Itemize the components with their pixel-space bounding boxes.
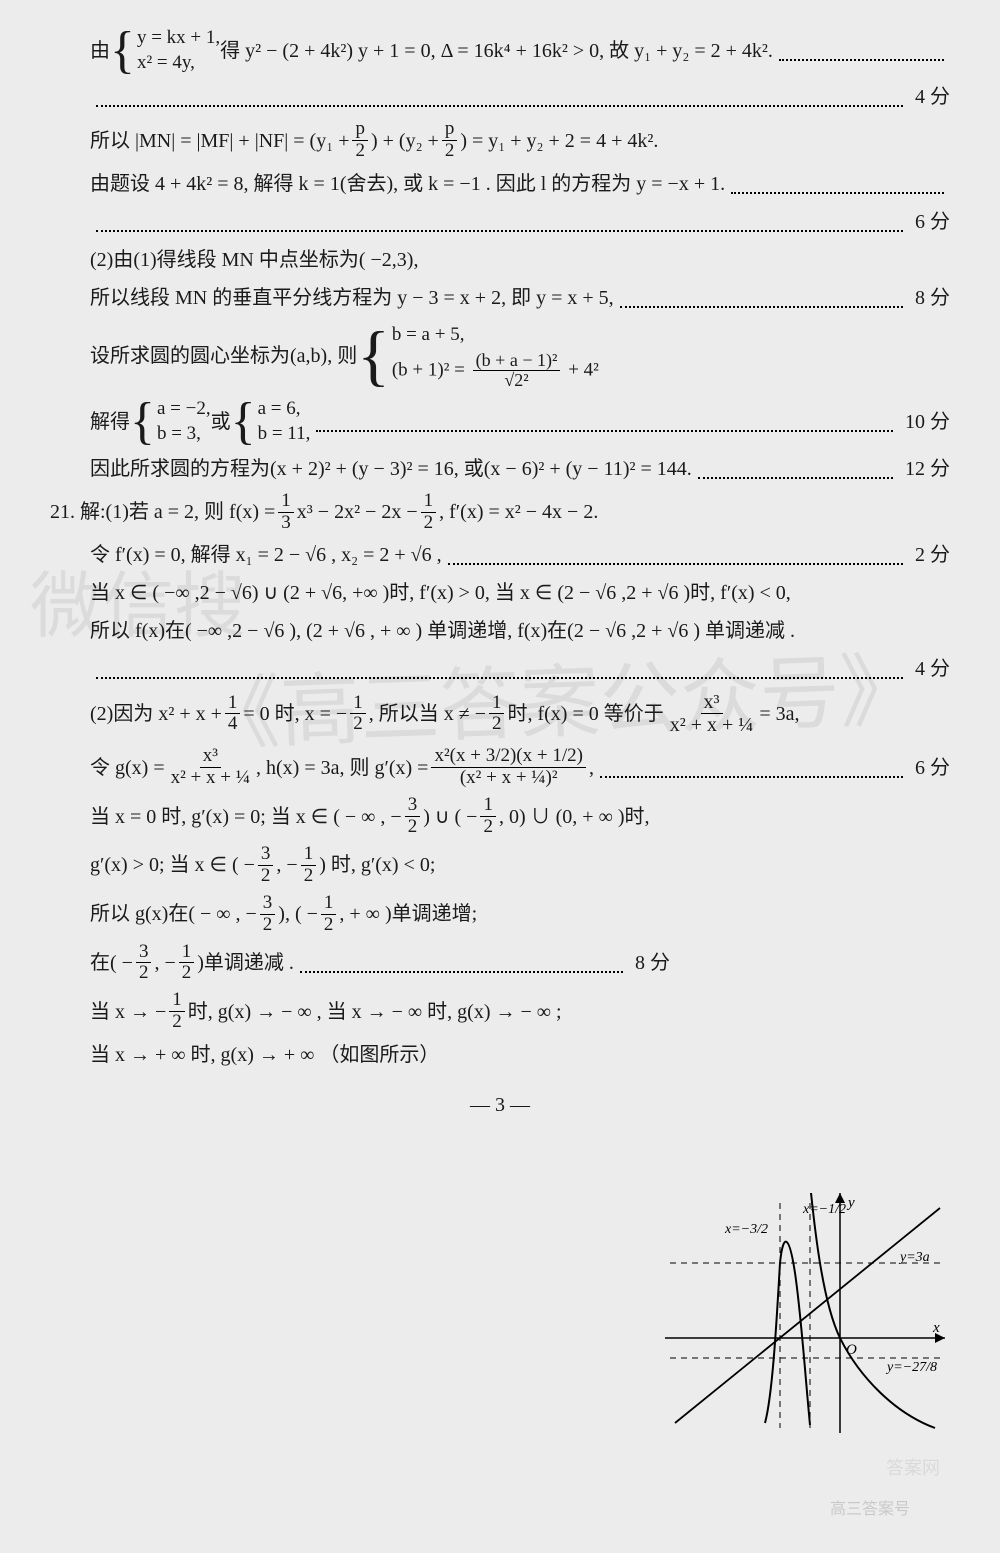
dot-leader: [316, 412, 893, 432]
score-4: 4 分: [915, 81, 950, 113]
equation-stack: b = a + 5, (b + 1)² = (b + a − 1)²√2² + …: [392, 320, 599, 391]
svg-text:y=3a: y=3a: [898, 1250, 930, 1265]
fraction: p2: [352, 119, 368, 162]
svg-text:x: x: [932, 1320, 940, 1336]
eq-line: 令 g(x) = x³x² + x + ¼ , h(x) = 3a, 则 g′(…: [50, 746, 950, 789]
text: ) = y₁ + y₂ + 2 = 4 + 4k².: [460, 125, 658, 157]
eq-line: 解得 { a = −2,b = 3, 或 { a = 6,b = 11, 10 …: [50, 397, 950, 446]
eq-top: b = a + 5,: [392, 320, 599, 350]
score-10: 10 分: [905, 406, 950, 438]
text-line: 所以线段 MN 的垂直平分线方程为 y − 3 = x + 2, 即 y = x…: [50, 282, 950, 314]
text-line: (2)由(1)得线段 MN 中点坐标为( −2,3),: [50, 244, 950, 276]
text: 由: [90, 35, 110, 67]
eq-line: 所以 f(x)在( −∞ ,2 − √6 ), (2 + √6 , + ∞ ) …: [50, 615, 950, 647]
score-line: 4 分: [50, 81, 950, 113]
dot-leader: [698, 459, 893, 479]
svg-text:x=−3/2: x=−3/2: [724, 1222, 768, 1237]
equation-stack: y = kx + 1, x² = 4y,: [137, 26, 220, 75]
equation-stack: a = −2,b = 3,: [157, 397, 211, 446]
text: 因此所求圆的方程为(x + 2)² + (y − 3)² = 16, 或(x −…: [90, 453, 692, 485]
text: 由题设 4 + 4k² = 8, 解得 k = 1(舍去), 或 k = −1 …: [90, 168, 725, 200]
dot-leader: [600, 758, 903, 778]
score-12: 12 分: [905, 453, 950, 485]
eq-line: 当 x ∈ ( −∞ ,2 − √6) ∪ (2 + √6, +∞ )时, f′…: [50, 577, 950, 609]
dot-leader: [96, 659, 903, 679]
brace-icon: {: [357, 335, 390, 376]
eq-bot: (b + 1)² = (b + a − 1)²√2² + 4²: [392, 351, 599, 392]
text: 设所求圆的圆心坐标为(a,b), 则: [90, 340, 357, 372]
watermark-account: 高三答案号: [830, 1497, 910, 1523]
svg-text:x=−1/2: x=−1/2: [802, 1202, 846, 1217]
text: 所以线段 MN 的垂直平分线方程为 y − 3 = x + 2, 即 y = x…: [90, 282, 614, 314]
watermark-site: 答案网: [886, 1454, 940, 1483]
text: 所以 |MN| = |MF| + |NF| = (y₁ +: [90, 125, 349, 157]
score-4: 4 分: [915, 653, 950, 685]
eq-system-line: 由 { y = kx + 1, x² = 4y, 得 y² − (2 + 4k²…: [50, 26, 950, 75]
dot-leader: [620, 288, 903, 308]
dot-leader: [96, 87, 903, 107]
eq-top: y = kx + 1,: [137, 26, 220, 51]
text: , f′(x) = x² − 4x − 2.: [439, 496, 598, 528]
eq-line: (2)因为 x² + x + 14 = 0 时, x = − 12 , 所以当 …: [50, 691, 950, 736]
eq-line: 由题设 4 + 4k² = 8, 解得 k = 1(舍去), 或 k = −1 …: [50, 168, 950, 200]
text: 或: [211, 406, 231, 438]
dot-leader: [448, 545, 903, 565]
dot-leader: [779, 41, 944, 61]
function-graph: x=−3/2 x=−1/2 y=3a y=−27/8 Ox y: [665, 1193, 945, 1433]
dot-leader: [300, 953, 623, 973]
eq-line: 所以 |MN| = |MF| + |NF| = (y₁ + p2 ) + (y₂…: [50, 119, 950, 162]
text: x³ − 2x² − 2x −: [297, 496, 418, 528]
score-6: 6 分: [915, 752, 950, 784]
dot-leader: [96, 212, 903, 232]
fraction: 12: [421, 491, 437, 534]
eq-line: 当 x = 0 时, g′(x) = 0; 当 x ∈ ( − ∞ , − 32…: [50, 795, 950, 838]
brace-icon: {: [130, 406, 155, 437]
eq-line: 当 x → − 12 时, g(x) → − ∞ , 当 x → − ∞ 时, …: [50, 990, 670, 1033]
svg-text:O: O: [846, 1342, 857, 1358]
eq-line: g′(x) > 0; 当 x ∈ ( − 32 , − 12 ) 时, g′(x…: [50, 844, 950, 887]
problem-21-line: 21. 解:(1)若 a = 2, 则 f(x) = 13 x³ − 2x² −…: [50, 491, 950, 534]
eq-bot: x² = 4y,: [137, 51, 220, 76]
svg-text:y=−27/8: y=−27/8: [885, 1360, 937, 1375]
page-number: — 3 —: [50, 1089, 950, 1121]
score-6: 6 分: [915, 206, 950, 238]
eq-line: 令 f′(x) = 0, 解得 x₁ = 2 − √6 , x₂ = 2 + √…: [50, 539, 950, 571]
score-8: 8 分: [635, 947, 670, 979]
score-8: 8 分: [915, 282, 950, 314]
eq-line: 设所求圆的圆心坐标为(a,b), 则 { b = a + 5, (b + 1)²…: [50, 320, 950, 391]
text: 21. 解:(1)若 a = 2, 则 f(x) =: [50, 496, 275, 528]
fraction: 13: [278, 491, 294, 534]
solution-body: 由 { y = kx + 1, x² = 4y, 得 y² − (2 + 4k²…: [50, 26, 950, 1071]
graph-svg: x=−3/2 x=−1/2 y=3a y=−27/8 Ox y: [665, 1193, 945, 1433]
text: 解得: [90, 406, 130, 438]
equation-stack: a = 6,b = 11,: [258, 397, 311, 446]
score-line: 4 分: [50, 653, 950, 685]
svg-text:y: y: [846, 1195, 855, 1211]
brace-icon: {: [110, 35, 135, 66]
eq-line: 在( − 32 , − 12 )单调递减 . 8 分: [50, 942, 670, 985]
text: 令 f′(x) = 0, 解得 x₁ = 2 − √6 , x₂ = 2 + √…: [90, 539, 442, 571]
score-line: 6 分: [50, 206, 950, 238]
brace-icon: {: [231, 406, 256, 437]
eq-line: 因此所求圆的方程为(x + 2)² + (y − 3)² = 16, 或(x −…: [50, 453, 950, 485]
dot-leader: [731, 174, 944, 194]
text: 得 y² − (2 + 4k²) y + 1 = 0, Δ = 16k⁴ + 1…: [220, 35, 773, 67]
fraction: p2: [442, 119, 458, 162]
eq-line: 所以 g(x)在( − ∞ , − 32 ), ( − 12 , + ∞ )单调…: [50, 893, 670, 936]
eq-line: 当 x → + ∞ 时, g(x) → + ∞ （如图所示）: [50, 1039, 670, 1071]
score-2: 2 分: [915, 539, 950, 571]
text: ) + (y₂ +: [371, 125, 439, 157]
